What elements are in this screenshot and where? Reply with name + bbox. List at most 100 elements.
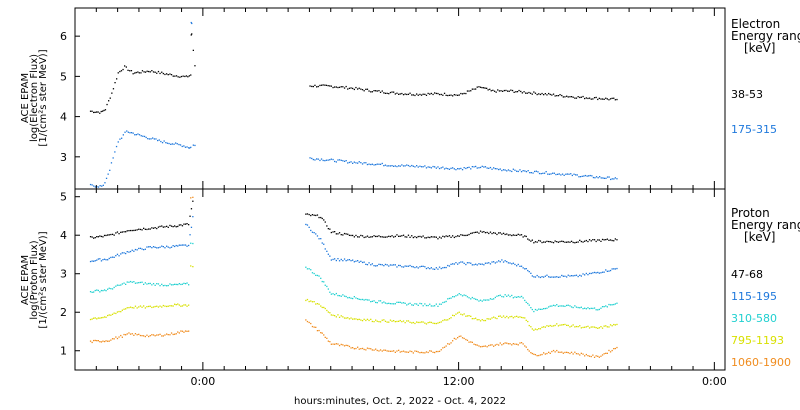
proton-data-point — [306, 213, 309, 215]
electron-data-point — [552, 93, 555, 95]
proton-data-point — [507, 234, 510, 236]
proton-data-point — [554, 305, 556, 307]
proton-data-point — [99, 258, 101, 260]
x-tick-label: 0:00 — [191, 375, 216, 388]
proton-data-point — [475, 263, 477, 265]
proton-data-point — [144, 248, 146, 250]
electron-data-point — [376, 90, 378, 92]
electron-data-point — [551, 94, 553, 96]
proton-data-point — [389, 350, 392, 352]
proton-data-point — [321, 217, 323, 220]
electron-data-point — [458, 94, 460, 96]
proton-data-point — [330, 314, 332, 316]
proton-data-point — [595, 355, 597, 357]
electron-data-point — [325, 84, 328, 86]
proton-data-point — [593, 356, 596, 358]
electron-data-point — [543, 94, 545, 96]
proton-data-point — [128, 281, 130, 283]
electron-data-point — [340, 159, 342, 161]
electron-data-point — [115, 145, 118, 148]
proton-data-point — [577, 353, 579, 355]
proton-data-point — [123, 333, 125, 336]
electron-data-point — [309, 157, 311, 159]
proton-data-point — [94, 317, 96, 319]
electron-data-point — [518, 89, 520, 92]
proton-data-point — [551, 325, 553, 327]
electron-data-point — [575, 97, 578, 99]
electron-data-point — [166, 142, 169, 144]
proton-data-point — [102, 290, 104, 292]
proton-data-point — [461, 234, 464, 236]
proton-data-point — [511, 294, 513, 297]
proton-data-point — [590, 326, 592, 328]
proton-data-point — [355, 297, 357, 299]
electron-data-point — [314, 84, 316, 86]
electron-data-point — [381, 90, 383, 92]
electron-data-point — [171, 143, 173, 145]
electron-data-point — [447, 168, 449, 170]
proton-data-point — [616, 267, 618, 270]
proton-data-point — [323, 281, 325, 283]
proton-data-point — [489, 231, 492, 233]
proton-data-point — [138, 228, 140, 230]
proton-data-point — [186, 330, 188, 332]
proton-data-point — [373, 300, 375, 302]
proton-data-point — [475, 317, 477, 319]
electron-data-point — [461, 93, 464, 95]
proton-data-point — [334, 258, 336, 260]
electron-data-point — [554, 95, 556, 97]
proton-data-point — [528, 239, 530, 241]
electron-data-point — [334, 160, 336, 163]
proton-data-point — [562, 324, 564, 326]
proton-data-point — [600, 326, 602, 328]
proton-data-point — [323, 219, 325, 221]
proton-data-point — [458, 262, 460, 264]
proton-data-point — [154, 246, 156, 248]
proton-data-point — [125, 334, 127, 336]
proton-data-point — [551, 241, 553, 243]
electron-data-point — [394, 165, 396, 167]
electron-data-point — [183, 145, 185, 147]
proton-data-point — [152, 306, 155, 308]
electron-data-point — [473, 88, 475, 90]
proton-data-point — [443, 346, 446, 348]
electron-data-point — [406, 164, 408, 166]
electron-data-point — [573, 173, 575, 175]
electron-data-point — [443, 92, 446, 94]
proton-data-point — [465, 234, 467, 237]
electron-data-point — [562, 96, 564, 98]
proton-data-point — [496, 343, 498, 346]
electron-data-point — [105, 177, 108, 179]
electron-data-point — [453, 168, 455, 170]
proton-data-point — [539, 354, 542, 356]
proton-data-point — [108, 257, 110, 260]
proton-data-point — [489, 344, 492, 346]
electron-data-point — [601, 98, 604, 100]
proton-data-point — [463, 262, 465, 264]
proton-data-point — [310, 322, 312, 325]
proton-legend-entry: 47-68 — [731, 268, 763, 281]
electron-data-point — [332, 86, 334, 89]
proton-data-point — [398, 320, 400, 322]
electron-data-point — [478, 167, 480, 169]
proton-data-point — [326, 225, 328, 227]
proton-data-point — [455, 235, 457, 238]
proton-data-point — [186, 223, 188, 225]
electron-data-point — [495, 91, 497, 93]
proton-data-point — [129, 333, 132, 335]
proton-data-point — [546, 325, 548, 327]
proton-data-point — [580, 352, 582, 354]
proton-data-point — [585, 326, 587, 328]
proton-data-point — [340, 295, 342, 297]
proton-data-point — [491, 261, 493, 263]
electron-data-point — [175, 75, 178, 77]
proton-data-point — [463, 313, 465, 315]
proton-data-point — [414, 303, 416, 305]
electron-data-point — [595, 176, 598, 178]
proton-data-point — [313, 301, 315, 303]
electron-data-point — [432, 165, 434, 168]
proton-data-point — [159, 285, 161, 287]
electron-data-point — [353, 161, 355, 163]
proton-data-point — [496, 233, 498, 236]
